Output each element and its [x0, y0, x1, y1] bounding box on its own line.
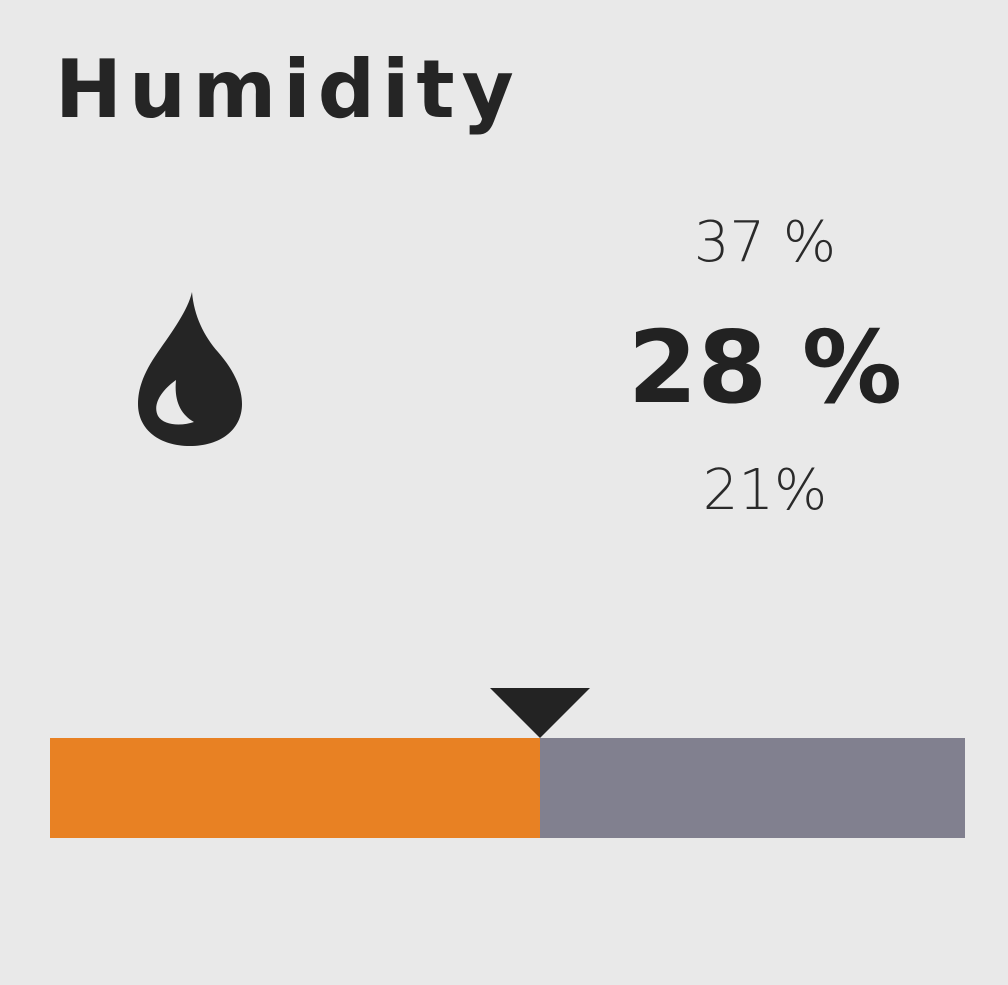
- humidity-min-value: 21%: [702, 458, 828, 523]
- gauge-marker-icon: [489, 688, 590, 738]
- widget-title: Humidity: [55, 43, 521, 136]
- humidity-max-value: 37 %: [693, 210, 837, 275]
- water-drop-icon: [138, 292, 242, 446]
- humidity-gauge-track: [50, 688, 965, 838]
- humidity-current-value: 28 %: [627, 309, 903, 426]
- humidity-gauge-fill: [50, 738, 540, 838]
